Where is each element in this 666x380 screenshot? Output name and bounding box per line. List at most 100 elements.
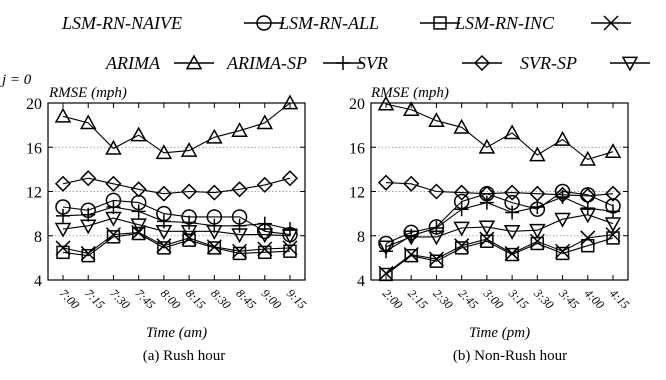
data-point xyxy=(155,185,172,202)
panel-caption: (a) Rush hour xyxy=(143,348,226,364)
y-tick-label: 8 xyxy=(34,229,42,246)
x-axis-title: Time (pm) xyxy=(469,325,530,341)
legend-marker xyxy=(621,56,639,72)
data-point xyxy=(106,230,121,244)
data-point xyxy=(80,245,96,261)
x-tick-label: 2:15 xyxy=(405,286,430,311)
series-line xyxy=(385,103,614,161)
data-point xyxy=(258,245,272,260)
data-point xyxy=(56,208,70,223)
x-tick-label: 7:15 xyxy=(82,286,107,311)
data-point xyxy=(479,195,494,210)
series-line xyxy=(62,232,291,257)
data-point xyxy=(453,118,470,134)
data-point xyxy=(429,221,444,236)
data-point xyxy=(428,251,444,267)
data-point xyxy=(157,241,171,255)
data-point xyxy=(105,175,122,192)
y-tick-label: 4 xyxy=(34,273,42,290)
data-point xyxy=(256,114,274,130)
series-line xyxy=(385,237,614,275)
series-arima xyxy=(54,94,299,160)
legend-marker xyxy=(473,54,491,72)
data-point xyxy=(206,128,223,144)
data-point xyxy=(555,243,571,259)
data-point xyxy=(54,222,72,238)
data-point xyxy=(454,202,469,217)
data-point xyxy=(579,150,597,166)
series-arima xyxy=(377,95,622,166)
data-point xyxy=(257,216,272,231)
y-tick-label: 12 xyxy=(26,185,42,202)
x-tick-label: 2:30 xyxy=(430,286,455,311)
data-point xyxy=(403,175,420,192)
data-point xyxy=(182,215,197,230)
data-point xyxy=(130,181,147,198)
data-point xyxy=(105,139,122,155)
x-tick-label: 7:30 xyxy=(107,286,132,311)
y-tick-label: 12 xyxy=(349,185,365,202)
series-line xyxy=(385,190,614,245)
y-tick-label: 16 xyxy=(349,140,365,157)
data-point xyxy=(454,238,470,254)
legend-label: SVR xyxy=(357,53,388,73)
x-tick-label: 4:15 xyxy=(607,286,632,311)
x-tick-label: 7:45 xyxy=(133,286,158,311)
data-point xyxy=(105,227,121,243)
data-point xyxy=(604,143,622,159)
data-point xyxy=(283,222,297,237)
data-point xyxy=(281,94,299,110)
x-tick-label: 3:30 xyxy=(531,286,557,312)
legend-marker xyxy=(185,54,203,70)
y-ticks: 4 8 12 16 20 xyxy=(26,96,305,290)
data-point xyxy=(257,241,273,257)
data-point xyxy=(478,220,496,236)
series-line xyxy=(385,196,614,252)
series-line xyxy=(62,206,291,230)
data-point xyxy=(232,218,247,233)
data-point xyxy=(529,185,546,202)
data-point xyxy=(206,224,223,240)
x-tick-label: 8:15 xyxy=(183,286,208,311)
x-tick-label: 9:15 xyxy=(284,286,309,311)
data-point xyxy=(232,243,248,259)
data-point xyxy=(181,183,198,200)
panel-caption: (b) Non-Rush hour xyxy=(453,348,567,364)
data-point xyxy=(402,230,420,246)
x-axis-title: Time (am) xyxy=(146,325,207,341)
plot-frame xyxy=(370,102,629,281)
legend-marker xyxy=(336,56,350,70)
legend-item-lsm-rn-inc: LSM-RN-INC xyxy=(454,13,631,33)
data-point xyxy=(529,233,545,249)
data-point xyxy=(604,217,622,233)
legend-item-svr-sp: SVR-SP xyxy=(520,53,650,73)
data-point xyxy=(554,212,571,228)
data-point xyxy=(79,114,97,130)
data-point xyxy=(605,227,621,243)
data-point xyxy=(402,101,420,116)
data-point xyxy=(580,230,596,246)
legend-label: LSM-RN-INC xyxy=(454,13,555,33)
legend-item-lsm-rn-all: LSM-RN-ALL xyxy=(278,13,460,33)
data-point xyxy=(554,130,571,146)
data-point xyxy=(403,247,419,263)
data-point xyxy=(180,224,198,240)
series-line xyxy=(62,199,291,236)
x-tick-label: 2:45 xyxy=(456,286,481,311)
data-point xyxy=(554,186,571,203)
data-point xyxy=(232,246,247,261)
legend-item-lsm-rn-naive: LSM-RN-NAIVE xyxy=(61,13,284,33)
data-point xyxy=(131,226,146,241)
legend-label: ARIMA xyxy=(105,53,161,73)
data-point xyxy=(231,228,248,244)
data-point xyxy=(503,124,521,140)
legend-item-arima-sp: ARIMA-SP xyxy=(226,53,363,73)
legend-label: LSM-RN-NAIVE xyxy=(61,13,182,33)
chart-panels: 4 8 12 16 20 7:00 7:15 7:30 7:45 8:00 8:15 8:30 8:45… xyxy=(26,85,632,364)
data-point xyxy=(131,204,146,219)
data-point xyxy=(231,122,248,138)
data-point xyxy=(579,187,596,204)
data-point xyxy=(505,205,520,220)
data-point xyxy=(80,170,97,187)
